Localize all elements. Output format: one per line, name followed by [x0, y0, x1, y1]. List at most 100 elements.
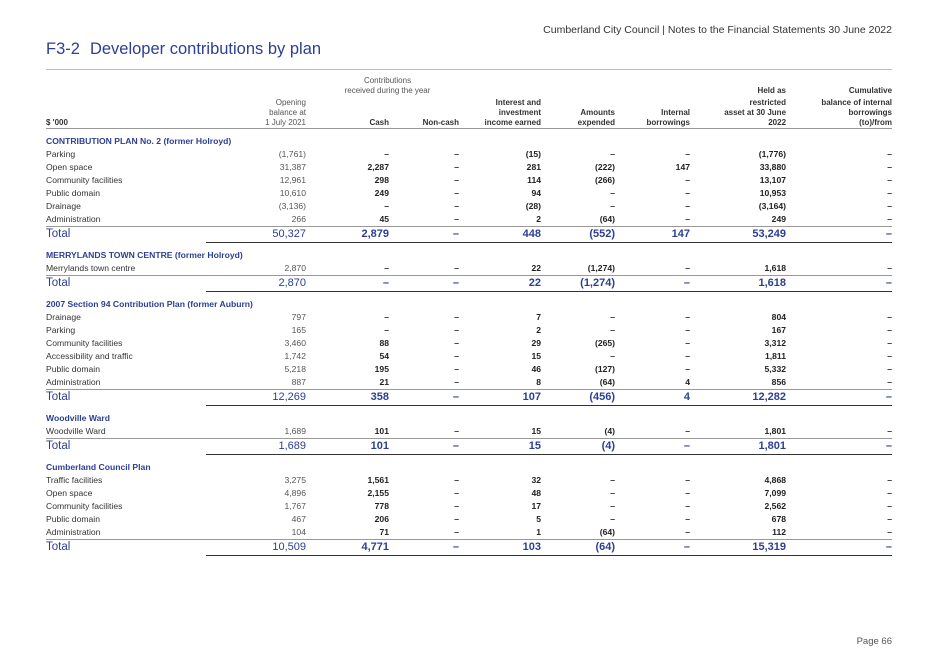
section-heading: MERRYLANDS TOWN CENTRE (former Holroyd)	[46, 249, 243, 260]
cash-cell: 71	[306, 526, 389, 540]
held-restricted-cell: (3,164)	[758, 201, 787, 211]
non-cash-total: –	[389, 438, 460, 455]
cash-cell: 21	[306, 376, 389, 390]
cumulative-borrowings-cell: –	[887, 149, 893, 159]
non-cash-cell: –	[454, 188, 460, 198]
row-label-cell: Community facilities	[46, 338, 123, 348]
row-label-cell: Administration	[46, 376, 206, 390]
total-label: Total	[46, 440, 71, 453]
held-restricted-cell: (1,776)	[758, 149, 787, 159]
internal-borrowings-total: –	[615, 438, 691, 455]
held-restricted-cell: 856	[690, 376, 787, 390]
table-row: Public domain 10,610 249 – 94 – – 10,953 –	[46, 187, 892, 200]
internal-borrowings-cell: –	[685, 514, 691, 524]
cash-cell: –	[384, 201, 389, 211]
amounts-expended-cell: –	[610, 501, 616, 511]
internal-header: Internal borrowings	[615, 98, 691, 129]
interest-cell: 32	[531, 475, 542, 485]
interest-cell: 46	[531, 364, 542, 374]
cumulative-borrowings-cell: –	[887, 514, 893, 524]
opening-balance-cell: 5,218	[284, 364, 306, 374]
non-cash-cell: –	[454, 351, 460, 361]
interest-header-line: income earned	[484, 118, 542, 127]
internal-borrowings-cell: –	[615, 425, 691, 439]
amounts-expended-total: (1,274)	[541, 275, 616, 292]
table-row: Community facilities 3,460 88 – 29 (265) – 3,31…	[46, 337, 892, 350]
internal-borrowings-cell: 4	[615, 376, 691, 390]
expended-header-line: expended	[577, 118, 616, 127]
cash-cell: –	[384, 149, 389, 159]
cumulative-borrowings-cell: –	[786, 526, 893, 540]
amounts-expended-cell: –	[610, 201, 616, 211]
amounts-expended-cell: –	[610, 188, 616, 198]
non-cash-cell: –	[389, 262, 460, 276]
cash-cell: 101	[306, 425, 389, 439]
held-header-top: Held as	[690, 76, 786, 98]
cumulative-borrowings-cell: –	[887, 338, 893, 348]
held-restricted-cell: 33,880	[759, 162, 787, 172]
row-label-cell: Traffic facilities	[46, 475, 103, 485]
noncash-header: Non-cash	[389, 98, 460, 129]
held-restricted-total: 12,282	[690, 389, 787, 406]
row-label-cell: Drainage	[46, 312, 81, 322]
interest-total: 107	[459, 389, 542, 406]
interest-cell: (28)	[525, 201, 542, 211]
amounts-expended-cell: (64)	[541, 376, 616, 390]
internal-borrowings-total: 4	[615, 389, 691, 406]
opening-header: Opening balance at 1 July 2021	[206, 98, 306, 129]
amounts-expended-cell: (64)	[541, 526, 616, 540]
row-label-cell: Public domain	[46, 364, 100, 374]
interest-total: 15	[459, 438, 542, 455]
opening-balance-cell: 12,961	[279, 175, 306, 185]
internal-header-line: borrowings	[646, 118, 691, 127]
row-label-cell: Open space	[46, 162, 93, 172]
internal-borrowings-cell: –	[685, 201, 691, 211]
cumulative-borrowings-total: –	[786, 389, 893, 406]
table-header: Contributions received during the year H…	[46, 76, 893, 129]
cash-cell: 249	[374, 188, 389, 198]
internal-borrowings-cell: –	[685, 364, 691, 374]
cumulative-borrowings-cell: –	[887, 175, 893, 185]
cumulative-header-line: balance of internal	[821, 98, 893, 107]
non-cash-cell: –	[389, 425, 460, 439]
non-cash-cell: –	[389, 376, 460, 390]
opening-balance-cell: 4,896	[284, 488, 306, 498]
non-cash-cell: –	[454, 175, 460, 185]
interest-total: 22	[459, 275, 542, 292]
cumulative-borrowings-total: –	[786, 539, 893, 556]
row-label-cell: Open space	[46, 488, 93, 498]
cash-cell: –	[384, 325, 389, 335]
opening-balance-cell: 1,689	[206, 425, 306, 439]
cash-total: 101	[306, 438, 389, 455]
table-body: CONTRIBUTION PLAN No. 2 (former Holroyd)…	[46, 129, 893, 556]
cumulative-borrowings-cell: –	[887, 488, 893, 498]
total-row: Total 10,509 4,771–103 (64) –15,319–	[46, 539, 893, 556]
held-header-line: asset at 30 June	[724, 108, 787, 117]
amounts-expended-cell: (265)	[594, 338, 616, 348]
section-heading: 2007 Section 94 Contribution Plan (forme…	[46, 298, 253, 309]
table-row: Administration 887 21–8 (64) 4 856–	[46, 376, 893, 390]
held-restricted-cell: 5,332	[764, 364, 787, 374]
opening-balance-total: 10,509	[206, 539, 306, 556]
held-restricted-total: 1,801	[690, 438, 787, 455]
section-number: F3-2	[46, 40, 80, 58]
interest-cell: 8	[459, 376, 542, 390]
row-label-cell: Parking	[46, 149, 76, 159]
opening-balance-cell: (3,136)	[278, 201, 306, 211]
held-header-line: 2022	[768, 118, 787, 127]
cash-cell: 778	[374, 501, 389, 511]
held-restricted-cell: 1,618	[690, 262, 787, 276]
non-cash-cell: –	[454, 162, 460, 172]
cumulative-borrowings-cell: –	[786, 376, 893, 390]
internal-borrowings-cell: –	[685, 312, 691, 322]
cash-cell: 54	[379, 351, 389, 361]
contributions-header-line: received during the year	[344, 86, 431, 95]
opening-balance-cell: (1,761)	[278, 149, 306, 159]
internal-borrowings-total: –	[615, 275, 691, 292]
interest-cell: 15	[459, 425, 542, 439]
table-row: Traffic facilities 3,275 1,561 – 32 – – 4,868 –	[46, 474, 892, 487]
amounts-expended-cell: (4)	[541, 425, 616, 439]
held-restricted-cell: 1,811	[764, 351, 787, 361]
table-row: Merrylands town centre 2,870– –22 (1,274) –1…	[46, 262, 893, 276]
cash-total: –	[306, 275, 389, 292]
